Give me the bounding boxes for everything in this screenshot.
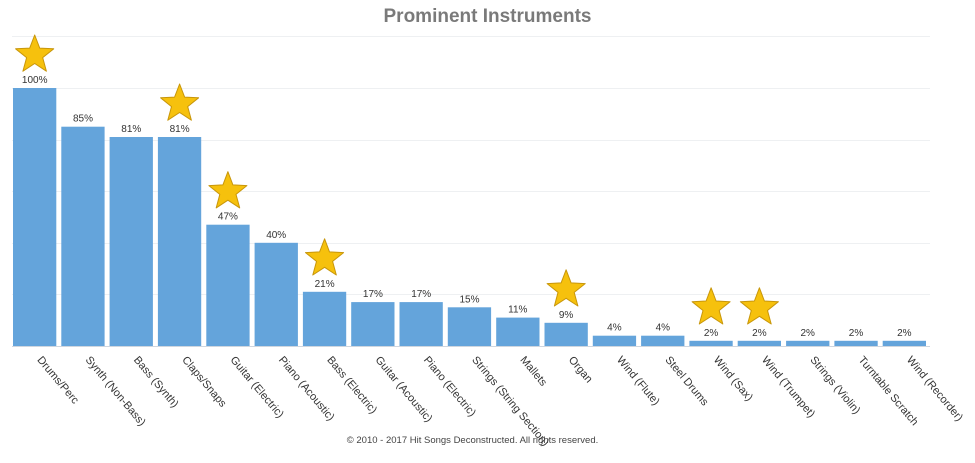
data-label: 4% xyxy=(656,323,671,334)
bar xyxy=(109,137,153,346)
star-icon xyxy=(691,287,731,325)
bar xyxy=(737,340,781,346)
bar xyxy=(496,317,540,346)
star-icon xyxy=(305,238,345,276)
data-label: 4% xyxy=(607,323,622,334)
data-label: 2% xyxy=(897,328,912,339)
bar xyxy=(786,340,830,346)
data-label: 2% xyxy=(849,328,864,339)
data-label: 9% xyxy=(559,310,574,321)
data-label: 85% xyxy=(73,114,93,125)
star-icon xyxy=(739,287,779,325)
bars xyxy=(13,88,926,346)
star-icon xyxy=(546,269,586,307)
x-tick-label: Wind (Sax) xyxy=(711,354,755,403)
copyright-footer: © 2010 - 2017 Hit Songs Deconstructed. A… xyxy=(346,435,599,446)
bar xyxy=(206,224,250,346)
x-tick-label: Mallets xyxy=(518,354,550,389)
x-tick-label: Strings (Violin) xyxy=(807,354,862,416)
data-label: 21% xyxy=(315,279,335,290)
data-label: 81% xyxy=(121,124,141,135)
x-tick-label: Guitar (Electric) xyxy=(228,354,286,420)
bar xyxy=(447,307,492,346)
data-labels: 100% 85% 81% 81% 47% 40% 21% 17% 17% 15% 11% 9% 4% 4%… xyxy=(22,75,912,339)
x-tick-label: Steel Drums xyxy=(663,354,711,408)
data-label: 100% xyxy=(22,75,48,86)
bar xyxy=(641,335,685,346)
data-label: 2% xyxy=(752,328,767,339)
data-label: 81% xyxy=(170,124,190,135)
bar xyxy=(689,340,733,346)
bar xyxy=(13,88,57,346)
star-markers xyxy=(15,34,779,325)
bar xyxy=(882,340,926,346)
bar xyxy=(157,137,202,346)
star-icon xyxy=(15,34,55,72)
data-label: 47% xyxy=(218,212,238,223)
x-tick-label: Drums/Perc xyxy=(34,354,81,407)
data-label: 2% xyxy=(704,328,719,339)
x-tick-label: Organ xyxy=(566,354,595,385)
x-tick-label: Wind (Flute) xyxy=(614,354,662,408)
data-label: 17% xyxy=(363,289,383,300)
x-tick-label: Wind (Trumpet) xyxy=(759,354,817,420)
bar xyxy=(254,242,298,346)
data-label: 15% xyxy=(459,294,479,305)
data-label: 2% xyxy=(800,328,815,339)
bar xyxy=(399,302,443,346)
data-label: 11% xyxy=(508,305,527,316)
data-label: 40% xyxy=(266,230,286,241)
star-icon xyxy=(160,83,200,121)
data-label: 17% xyxy=(411,289,431,300)
bar xyxy=(544,322,588,346)
bar xyxy=(61,126,105,346)
x-tick-label: Bass (Synth) xyxy=(131,354,181,410)
bar xyxy=(351,302,395,346)
star-icon xyxy=(208,171,248,209)
x-tick-label: Piano (Electric) xyxy=(421,354,478,419)
x-tick-label: Bass (Electric) xyxy=(324,354,379,416)
x-tick-label: Claps/Snaps xyxy=(179,354,229,410)
bar xyxy=(834,340,878,346)
chart-title: Prominent Instruments xyxy=(383,6,592,27)
bar xyxy=(302,291,347,346)
bar xyxy=(592,335,637,346)
